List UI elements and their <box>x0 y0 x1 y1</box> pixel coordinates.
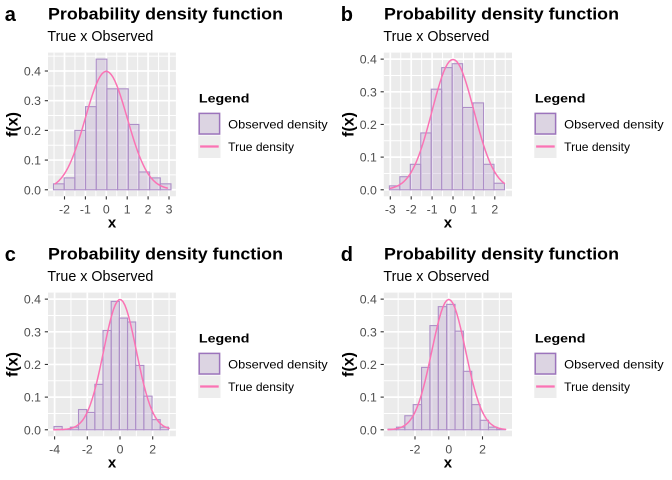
svg-text:Legend: Legend <box>199 91 250 105</box>
svg-text:0.1: 0.1 <box>360 391 377 405</box>
svg-text:b: b <box>341 4 353 26</box>
svg-text:0: 0 <box>117 442 124 456</box>
svg-text:True x Observed: True x Observed <box>383 29 489 45</box>
svg-text:x: x <box>444 455 453 472</box>
svg-text:0.1: 0.1 <box>24 154 41 168</box>
svg-text:f(x): f(x) <box>5 352 22 377</box>
svg-text:Probability density function: Probability density function <box>384 5 619 24</box>
svg-text:Probability density function: Probability density function <box>48 245 283 264</box>
svg-text:0.3: 0.3 <box>360 325 377 339</box>
svg-text:0.3: 0.3 <box>360 85 377 99</box>
svg-text:c: c <box>5 244 16 266</box>
svg-text:0.0: 0.0 <box>24 183 41 197</box>
svg-text:1: 1 <box>470 202 477 216</box>
svg-text:0.0: 0.0 <box>360 183 377 197</box>
svg-text:f(x): f(x) <box>341 352 358 377</box>
svg-text:0.2: 0.2 <box>24 358 41 372</box>
svg-text:Legend: Legend <box>535 91 586 105</box>
svg-text:0.4: 0.4 <box>360 53 377 67</box>
svg-text:x: x <box>444 215 453 232</box>
svg-text:0.4: 0.4 <box>360 293 377 307</box>
svg-text:-2: -2 <box>410 442 421 456</box>
svg-text:-2: -2 <box>59 202 70 216</box>
svg-text:0: 0 <box>450 202 457 216</box>
svg-text:0.4: 0.4 <box>24 65 41 79</box>
svg-text:True density: True density <box>228 140 294 154</box>
svg-text:0.2: 0.2 <box>360 118 377 132</box>
svg-text:1: 1 <box>124 202 131 216</box>
svg-text:True density: True density <box>228 380 294 394</box>
svg-text:Observed density: Observed density <box>564 117 664 131</box>
svg-text:f(x): f(x) <box>341 112 358 137</box>
svg-text:2: 2 <box>479 442 486 456</box>
svg-text:True x Observed: True x Observed <box>383 269 489 285</box>
svg-text:f(x): f(x) <box>5 112 22 137</box>
svg-text:True x Observed: True x Observed <box>47 29 153 45</box>
svg-text:Observed density: Observed density <box>228 117 328 131</box>
svg-text:-3: -3 <box>385 202 396 216</box>
svg-text:0.1: 0.1 <box>24 391 41 405</box>
svg-text:True density: True density <box>564 140 630 154</box>
svg-text:-4: -4 <box>49 442 60 456</box>
svg-text:2: 2 <box>145 202 152 216</box>
svg-text:0: 0 <box>103 202 110 216</box>
svg-text:-1: -1 <box>427 202 438 216</box>
svg-text:Observed density: Observed density <box>228 357 328 371</box>
svg-text:0.2: 0.2 <box>360 358 377 372</box>
svg-text:True x Observed: True x Observed <box>47 269 153 285</box>
svg-text:-2: -2 <box>82 442 93 456</box>
svg-text:x: x <box>108 215 117 232</box>
svg-text:0.3: 0.3 <box>24 94 41 108</box>
svg-text:0.2: 0.2 <box>24 124 41 138</box>
svg-text:0.0: 0.0 <box>24 423 41 437</box>
svg-text:0.3: 0.3 <box>24 325 41 339</box>
svg-text:0.4: 0.4 <box>24 293 41 307</box>
svg-text:d: d <box>341 244 353 266</box>
svg-text:-1: -1 <box>80 202 91 216</box>
svg-text:a: a <box>5 4 17 26</box>
svg-text:Probability density function: Probability density function <box>384 245 619 264</box>
svg-text:-2: -2 <box>406 202 417 216</box>
svg-text:0: 0 <box>445 442 452 456</box>
svg-text:x: x <box>108 455 117 472</box>
svg-text:3: 3 <box>166 202 173 216</box>
svg-text:Probability density function: Probability density function <box>48 5 283 24</box>
svg-text:Observed density: Observed density <box>564 357 664 371</box>
svg-text:Legend: Legend <box>199 331 250 345</box>
svg-text:0.0: 0.0 <box>360 423 377 437</box>
svg-text:0.1: 0.1 <box>360 151 377 165</box>
svg-text:2: 2 <box>149 442 156 456</box>
svg-text:Legend: Legend <box>535 331 586 345</box>
svg-text:True density: True density <box>564 380 630 394</box>
svg-text:2: 2 <box>491 202 498 216</box>
